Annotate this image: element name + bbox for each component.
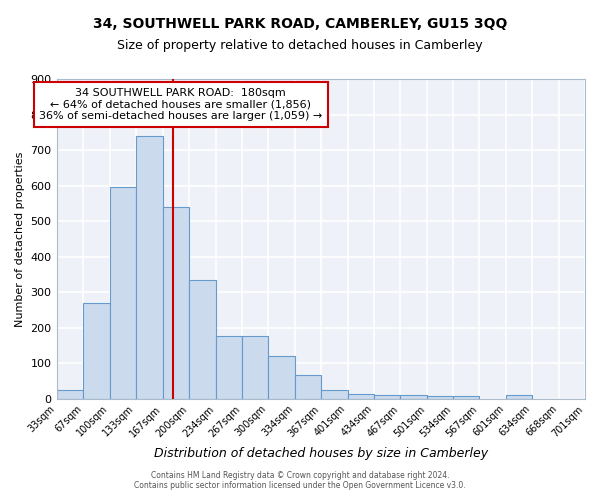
Bar bbox=[110, 188, 136, 399]
Bar bbox=[215, 336, 242, 399]
X-axis label: Distribution of detached houses by size in Camberley: Distribution of detached houses by size … bbox=[154, 447, 488, 460]
Bar bbox=[163, 207, 188, 399]
Bar bbox=[268, 356, 295, 399]
Bar bbox=[136, 136, 163, 399]
Bar bbox=[506, 396, 532, 399]
Bar bbox=[321, 390, 347, 399]
Bar bbox=[374, 396, 400, 399]
Text: Contains HM Land Registry data © Crown copyright and database right 2024.
Contai: Contains HM Land Registry data © Crown c… bbox=[134, 470, 466, 490]
Bar bbox=[400, 396, 427, 399]
Bar bbox=[242, 336, 268, 399]
Text: 34, SOUTHWELL PARK ROAD, CAMBERLEY, GU15 3QQ: 34, SOUTHWELL PARK ROAD, CAMBERLEY, GU15… bbox=[93, 18, 507, 32]
Bar bbox=[295, 374, 321, 399]
Text: 34 SOUTHWELL PARK ROAD:  180sqm
← 64% of detached houses are smaller (1,856)
36%: 34 SOUTHWELL PARK ROAD: 180sqm ← 64% of … bbox=[39, 88, 322, 121]
Bar bbox=[427, 396, 453, 399]
Bar bbox=[453, 396, 479, 399]
Bar bbox=[188, 280, 215, 399]
Bar bbox=[83, 303, 110, 399]
Y-axis label: Number of detached properties: Number of detached properties bbox=[15, 152, 25, 326]
Bar bbox=[347, 394, 374, 399]
Text: Size of property relative to detached houses in Camberley: Size of property relative to detached ho… bbox=[117, 39, 483, 52]
Bar bbox=[56, 390, 83, 399]
